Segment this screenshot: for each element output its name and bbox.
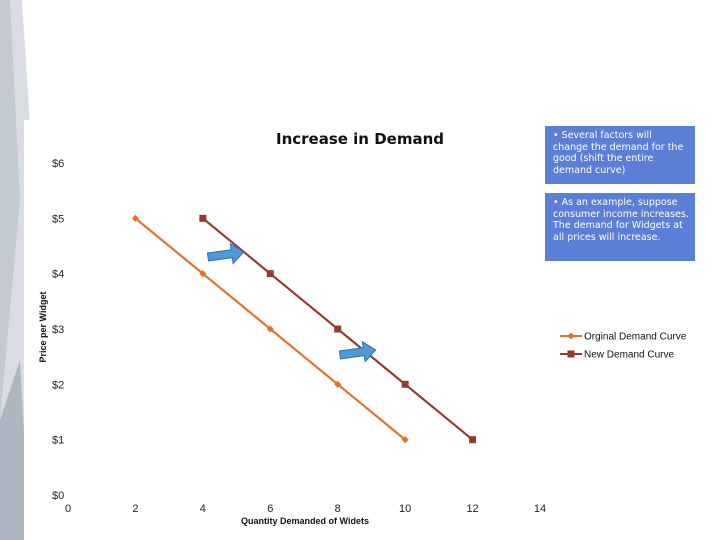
y-tick-label: $3	[52, 324, 64, 336]
x-tick-label: 6	[267, 503, 273, 515]
y-tick-label: $1	[52, 435, 64, 447]
data-point-new	[334, 325, 342, 333]
y-tick-label: $0	[52, 490, 64, 502]
x-tick-label: 12	[466, 503, 478, 515]
data-point-original	[131, 214, 139, 222]
legend-label: Orginal Demand Curve	[584, 332, 687, 343]
shift-arrow-icon	[206, 242, 245, 265]
data-point-new	[266, 270, 274, 278]
y-tick-label: $6	[52, 158, 64, 170]
x-tick-label: 8	[335, 503, 341, 515]
data-point-new	[469, 436, 477, 444]
x-tick-label: 2	[132, 503, 138, 515]
x-tick-label: 0	[65, 503, 71, 515]
y-axis-title: Price per Widget	[38, 292, 48, 363]
data-point-new	[199, 214, 207, 222]
data-point-original	[334, 380, 342, 388]
x-tick-label: 4	[200, 503, 206, 515]
legend-marker	[567, 350, 575, 358]
shift-arrow-icon	[338, 340, 377, 363]
x-axis-title: Quantity Demanded of Widets	[241, 516, 369, 526]
note-box-factors: • Several factors will change the demand…	[545, 126, 695, 184]
chart-title: Increase in Demand	[276, 130, 444, 148]
data-point-new	[401, 380, 409, 388]
y-tick-label: $2	[52, 379, 64, 391]
y-tick-label: $4	[52, 269, 64, 281]
note-example-text: • As an example, suppose consumer income…	[553, 197, 689, 243]
data-point-original	[266, 325, 274, 333]
y-tick-label: $5	[52, 213, 64, 225]
x-tick-label: 10	[399, 503, 411, 515]
data-point-original	[401, 436, 409, 444]
note-factors-text: • Several factors will change the demand…	[553, 130, 684, 176]
legend-label: New Demand Curve	[584, 350, 674, 361]
note-box-example: • As an example, suppose consumer income…	[545, 193, 695, 261]
x-tick-label: 14	[534, 503, 546, 515]
chart-area	[24, 120, 696, 540]
data-point-original	[199, 270, 207, 278]
legend-marker	[567, 332, 575, 340]
